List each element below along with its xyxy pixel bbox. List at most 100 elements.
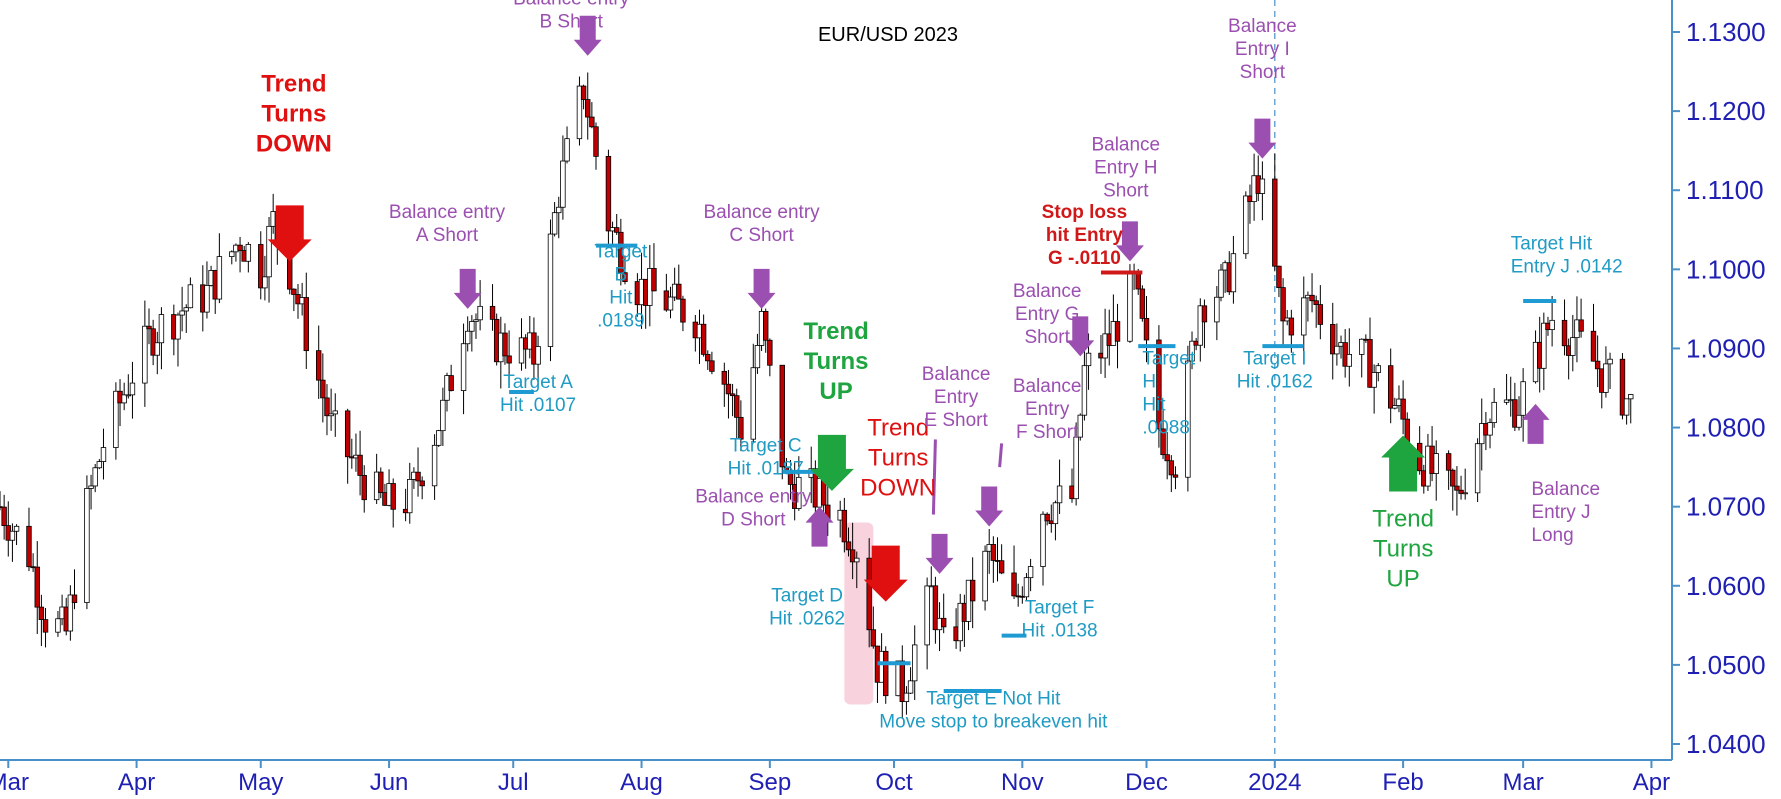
annotation-line: Trend xyxy=(803,318,868,345)
annotation-line: Entry G xyxy=(1015,304,1079,325)
candle-body xyxy=(912,644,918,682)
annotation-line: Turns xyxy=(804,348,869,375)
purple-arrow-down xyxy=(975,486,1004,527)
candle-body xyxy=(940,617,947,628)
annotation-line: C Short xyxy=(729,225,794,246)
candle-body xyxy=(667,296,674,311)
candle-body xyxy=(1445,453,1452,471)
candle-body xyxy=(55,618,61,633)
purple-arrow-down xyxy=(925,533,954,574)
candle-body xyxy=(266,225,272,278)
candle-body xyxy=(849,549,856,563)
candle-body xyxy=(1085,352,1092,367)
annotation-line: Target xyxy=(1142,348,1196,369)
candle-body xyxy=(460,343,467,391)
green-arrow-down xyxy=(809,434,854,491)
candle-body xyxy=(1619,358,1626,416)
candle-body xyxy=(1503,399,1510,403)
candle-body xyxy=(622,272,628,282)
annotation-line: Move stop to breakeven hit xyxy=(879,711,1108,732)
candle-body xyxy=(1516,414,1522,428)
x-tick-label: Aug xyxy=(620,769,663,796)
candle-body xyxy=(344,410,351,458)
x-tick-label: Dec xyxy=(1125,769,1168,796)
candle-body xyxy=(676,283,682,300)
candle-body xyxy=(705,353,711,362)
candle-body xyxy=(551,212,558,235)
green-arrow-up xyxy=(1381,435,1426,492)
annotation-line: .0189 xyxy=(597,310,645,331)
candle-body xyxy=(1185,360,1191,478)
candle-body xyxy=(154,342,160,356)
candle-body xyxy=(100,447,107,462)
candle-body xyxy=(763,311,769,341)
annotation-line: Balance entry xyxy=(695,487,812,508)
candle-body xyxy=(1301,297,1307,336)
y-tick-label: 1.0800 xyxy=(1686,413,1766,443)
candle-body xyxy=(556,206,562,214)
annotation-line: Balance xyxy=(922,364,991,385)
annotation-line: UP xyxy=(819,378,852,405)
annotation-line: Turns xyxy=(1373,535,1433,562)
candle-body xyxy=(1139,288,1146,319)
candle-body xyxy=(9,530,16,541)
candle-body xyxy=(1073,436,1079,500)
chart-title: EUR/USD 2023 xyxy=(818,24,958,46)
annotation-balance-f: Balance Entry F Short xyxy=(1013,376,1082,443)
candle-body xyxy=(465,330,471,345)
candle-body xyxy=(407,479,413,514)
candle-body xyxy=(1628,394,1634,400)
candle-body xyxy=(92,467,98,487)
candle-body xyxy=(1056,485,1063,504)
x-tick-label: Jun xyxy=(370,769,409,796)
annotation-stop-loss-g: Stop loss hit Entry G -.0110 xyxy=(1042,202,1128,269)
candle-body xyxy=(361,475,367,501)
annotation-line: H xyxy=(1142,371,1156,392)
candle-body xyxy=(378,471,384,494)
candle-body xyxy=(709,360,715,372)
candle-body xyxy=(680,298,686,323)
candle-body xyxy=(1276,265,1282,288)
candle-body xyxy=(1201,305,1208,323)
annotation-target-f: Target F Hit .0138 xyxy=(1022,597,1098,641)
annotation-line: Trend xyxy=(261,70,326,97)
candle-body xyxy=(576,85,583,140)
candle-body xyxy=(854,557,860,563)
annotation-line: Hit .0107 xyxy=(500,395,576,416)
candle-body xyxy=(121,394,127,404)
candle-body xyxy=(1197,305,1203,346)
candle-body xyxy=(589,116,595,128)
y-axis: 1.0400 1.0500 1.0600 1.0700 1.0800 1.0900 1.10… xyxy=(1672,17,1766,759)
pointer-line xyxy=(998,443,1004,468)
candle-body xyxy=(870,629,877,647)
candle-body xyxy=(1317,304,1324,325)
x-tick-label: Sep xyxy=(748,769,791,796)
candle-body xyxy=(605,155,612,232)
annotation-line: Hit .0162 xyxy=(1237,371,1313,392)
annotation-line: Entry xyxy=(1025,399,1070,420)
candle-body xyxy=(779,364,785,468)
candle-body xyxy=(187,284,194,309)
annotation-line: Balance xyxy=(1228,16,1297,37)
annotation-line: Hit .0187 xyxy=(728,458,804,479)
x-tick-label: Mar xyxy=(0,769,29,796)
candle-body xyxy=(415,471,421,482)
annotation-line: Target F xyxy=(1025,597,1095,618)
annotation-target-j: Target Hit Entry J .0142 xyxy=(1511,234,1623,278)
candle-body xyxy=(324,397,330,417)
candle-body xyxy=(1359,338,1365,355)
annotation-line: Target Hit xyxy=(1511,234,1593,255)
annotation-line: Stop loss xyxy=(1042,202,1128,223)
candle-body xyxy=(1160,428,1166,456)
candle-body xyxy=(1450,469,1456,487)
annotation-line: Target E Not Hit xyxy=(926,688,1061,709)
candle-body xyxy=(390,483,396,510)
candle-body xyxy=(216,256,223,300)
candle-body xyxy=(1392,405,1398,409)
candle-body xyxy=(725,383,732,395)
annotation-trend-up-2: Trend Turns UP xyxy=(1372,505,1434,592)
candle-body xyxy=(1127,271,1133,342)
y-tick-label: 1.0700 xyxy=(1686,492,1766,522)
candle-body xyxy=(262,276,268,289)
annotation-line: Entry H xyxy=(1094,158,1157,179)
